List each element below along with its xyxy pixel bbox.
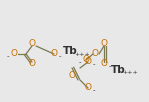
Text: +++: +++ — [122, 70, 138, 75]
Text: -: - — [79, 59, 81, 65]
Text: O: O — [28, 39, 35, 48]
Text: O: O — [10, 49, 17, 59]
Text: O: O — [83, 55, 90, 64]
Text: O: O — [100, 59, 107, 69]
Text: Tb: Tb — [63, 46, 77, 56]
Text: Tb: Tb — [111, 65, 125, 75]
Text: O: O — [84, 84, 91, 93]
Text: -: - — [59, 53, 61, 59]
Text: -: - — [109, 63, 111, 69]
Text: O: O — [51, 49, 58, 59]
Text: -: - — [93, 87, 95, 93]
Text: +++: +++ — [74, 52, 90, 57]
Text: O: O — [69, 70, 76, 79]
Text: -: - — [7, 53, 9, 59]
Text: O: O — [91, 49, 98, 59]
Text: O: O — [84, 58, 91, 67]
Text: -: - — [93, 61, 95, 67]
Text: O: O — [100, 39, 107, 48]
Text: O: O — [28, 59, 35, 69]
